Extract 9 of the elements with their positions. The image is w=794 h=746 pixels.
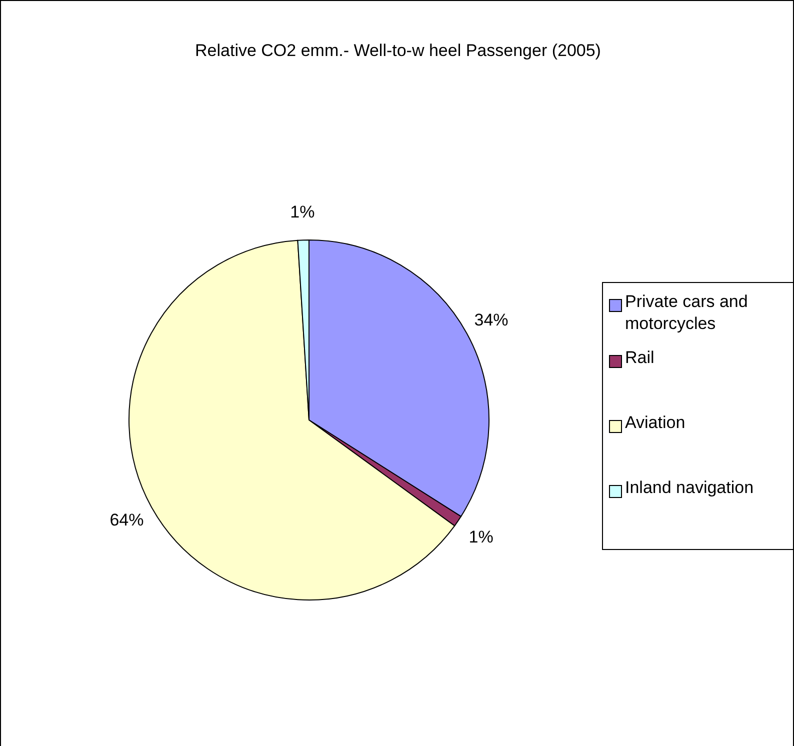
legend-label: Private cars and motorcycles [625,291,749,335]
data-label: 34% [474,310,508,330]
data-label: 64% [110,510,144,530]
data-label: 1% [290,202,315,222]
legend-label: Inland navigation [625,477,754,499]
legend-label: Rail [625,347,654,369]
chart-title: Relative CO2 emm.- Well-to-w heel Passenger (2005) [194,41,602,61]
data-label: 1% [468,527,494,546]
legend-label: Aviation [625,412,686,434]
